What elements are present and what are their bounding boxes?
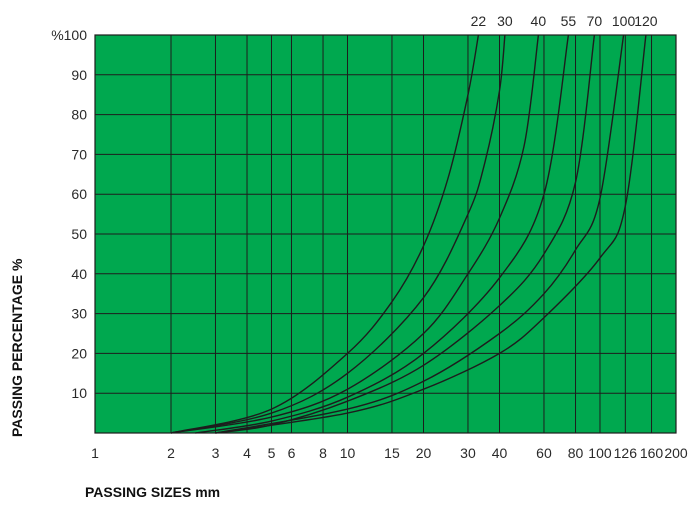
x-tick-label: 1	[91, 445, 99, 461]
y-tick-label: %100	[51, 27, 87, 43]
y-tick-label: 40	[71, 266, 87, 282]
y-tick-label: 10	[71, 385, 87, 401]
series-label-120: 120	[634, 13, 658, 29]
x-tick-label: 100	[588, 445, 612, 461]
x-tick-label: 10	[340, 445, 356, 461]
x-tick-label: 20	[416, 445, 432, 461]
x-axis-label: PASSING SIZES mm	[85, 484, 220, 500]
series-curve-22	[170, 34, 480, 434]
x-tick-label: 8	[319, 445, 327, 461]
series-label-22: 22	[471, 13, 487, 29]
x-tick-label: 3	[212, 445, 220, 461]
x-tick-label: 30	[460, 445, 476, 461]
grid	[95, 35, 676, 433]
y-tick-label: 80	[71, 107, 87, 123]
series-curve-100	[215, 34, 625, 434]
series-label-40: 40	[531, 13, 547, 29]
x-tick-label: 80	[568, 445, 584, 461]
y-tick-label: 50	[71, 226, 87, 242]
curves	[170, 34, 647, 434]
y-tick-label: 90	[71, 67, 87, 83]
x-tick-label: 6	[288, 445, 296, 461]
series-curve-40	[170, 34, 540, 434]
y-axis-label: PASSING PERCENTAGE %	[9, 258, 25, 437]
x-tick-label: 200	[664, 445, 688, 461]
y-tick-label: 70	[71, 146, 87, 162]
series-label-55: 55	[561, 13, 577, 29]
series-curve-30	[170, 34, 506, 434]
x-tick-label: 2	[167, 445, 175, 461]
series-label-100: 100	[612, 13, 636, 29]
x-tick-label: 60	[536, 445, 552, 461]
x-tick-label: 15	[384, 445, 400, 461]
x-tick-label: 4	[243, 445, 251, 461]
x-tick-label: 5	[268, 445, 276, 461]
x-tick-label: 126	[614, 445, 638, 461]
y-tick-label: 30	[71, 306, 87, 322]
x-tick-label: 160	[640, 445, 664, 461]
y-tick-label: 60	[71, 186, 87, 202]
series-curve-55	[195, 34, 570, 434]
series-label-70: 70	[587, 13, 603, 29]
x-tick-label: 40	[492, 445, 508, 461]
y-tick-labels: 10 20 30 40 50 60 70 80 90 %100	[51, 27, 87, 401]
x-tick-labels: 1 2 3 4 5 6 8 10 15 20 30 40 60 80 100 126 160 200	[91, 445, 688, 461]
y-tick-label: 20	[71, 345, 87, 361]
series-curve-120	[215, 34, 647, 434]
series-label-30: 30	[497, 13, 513, 29]
